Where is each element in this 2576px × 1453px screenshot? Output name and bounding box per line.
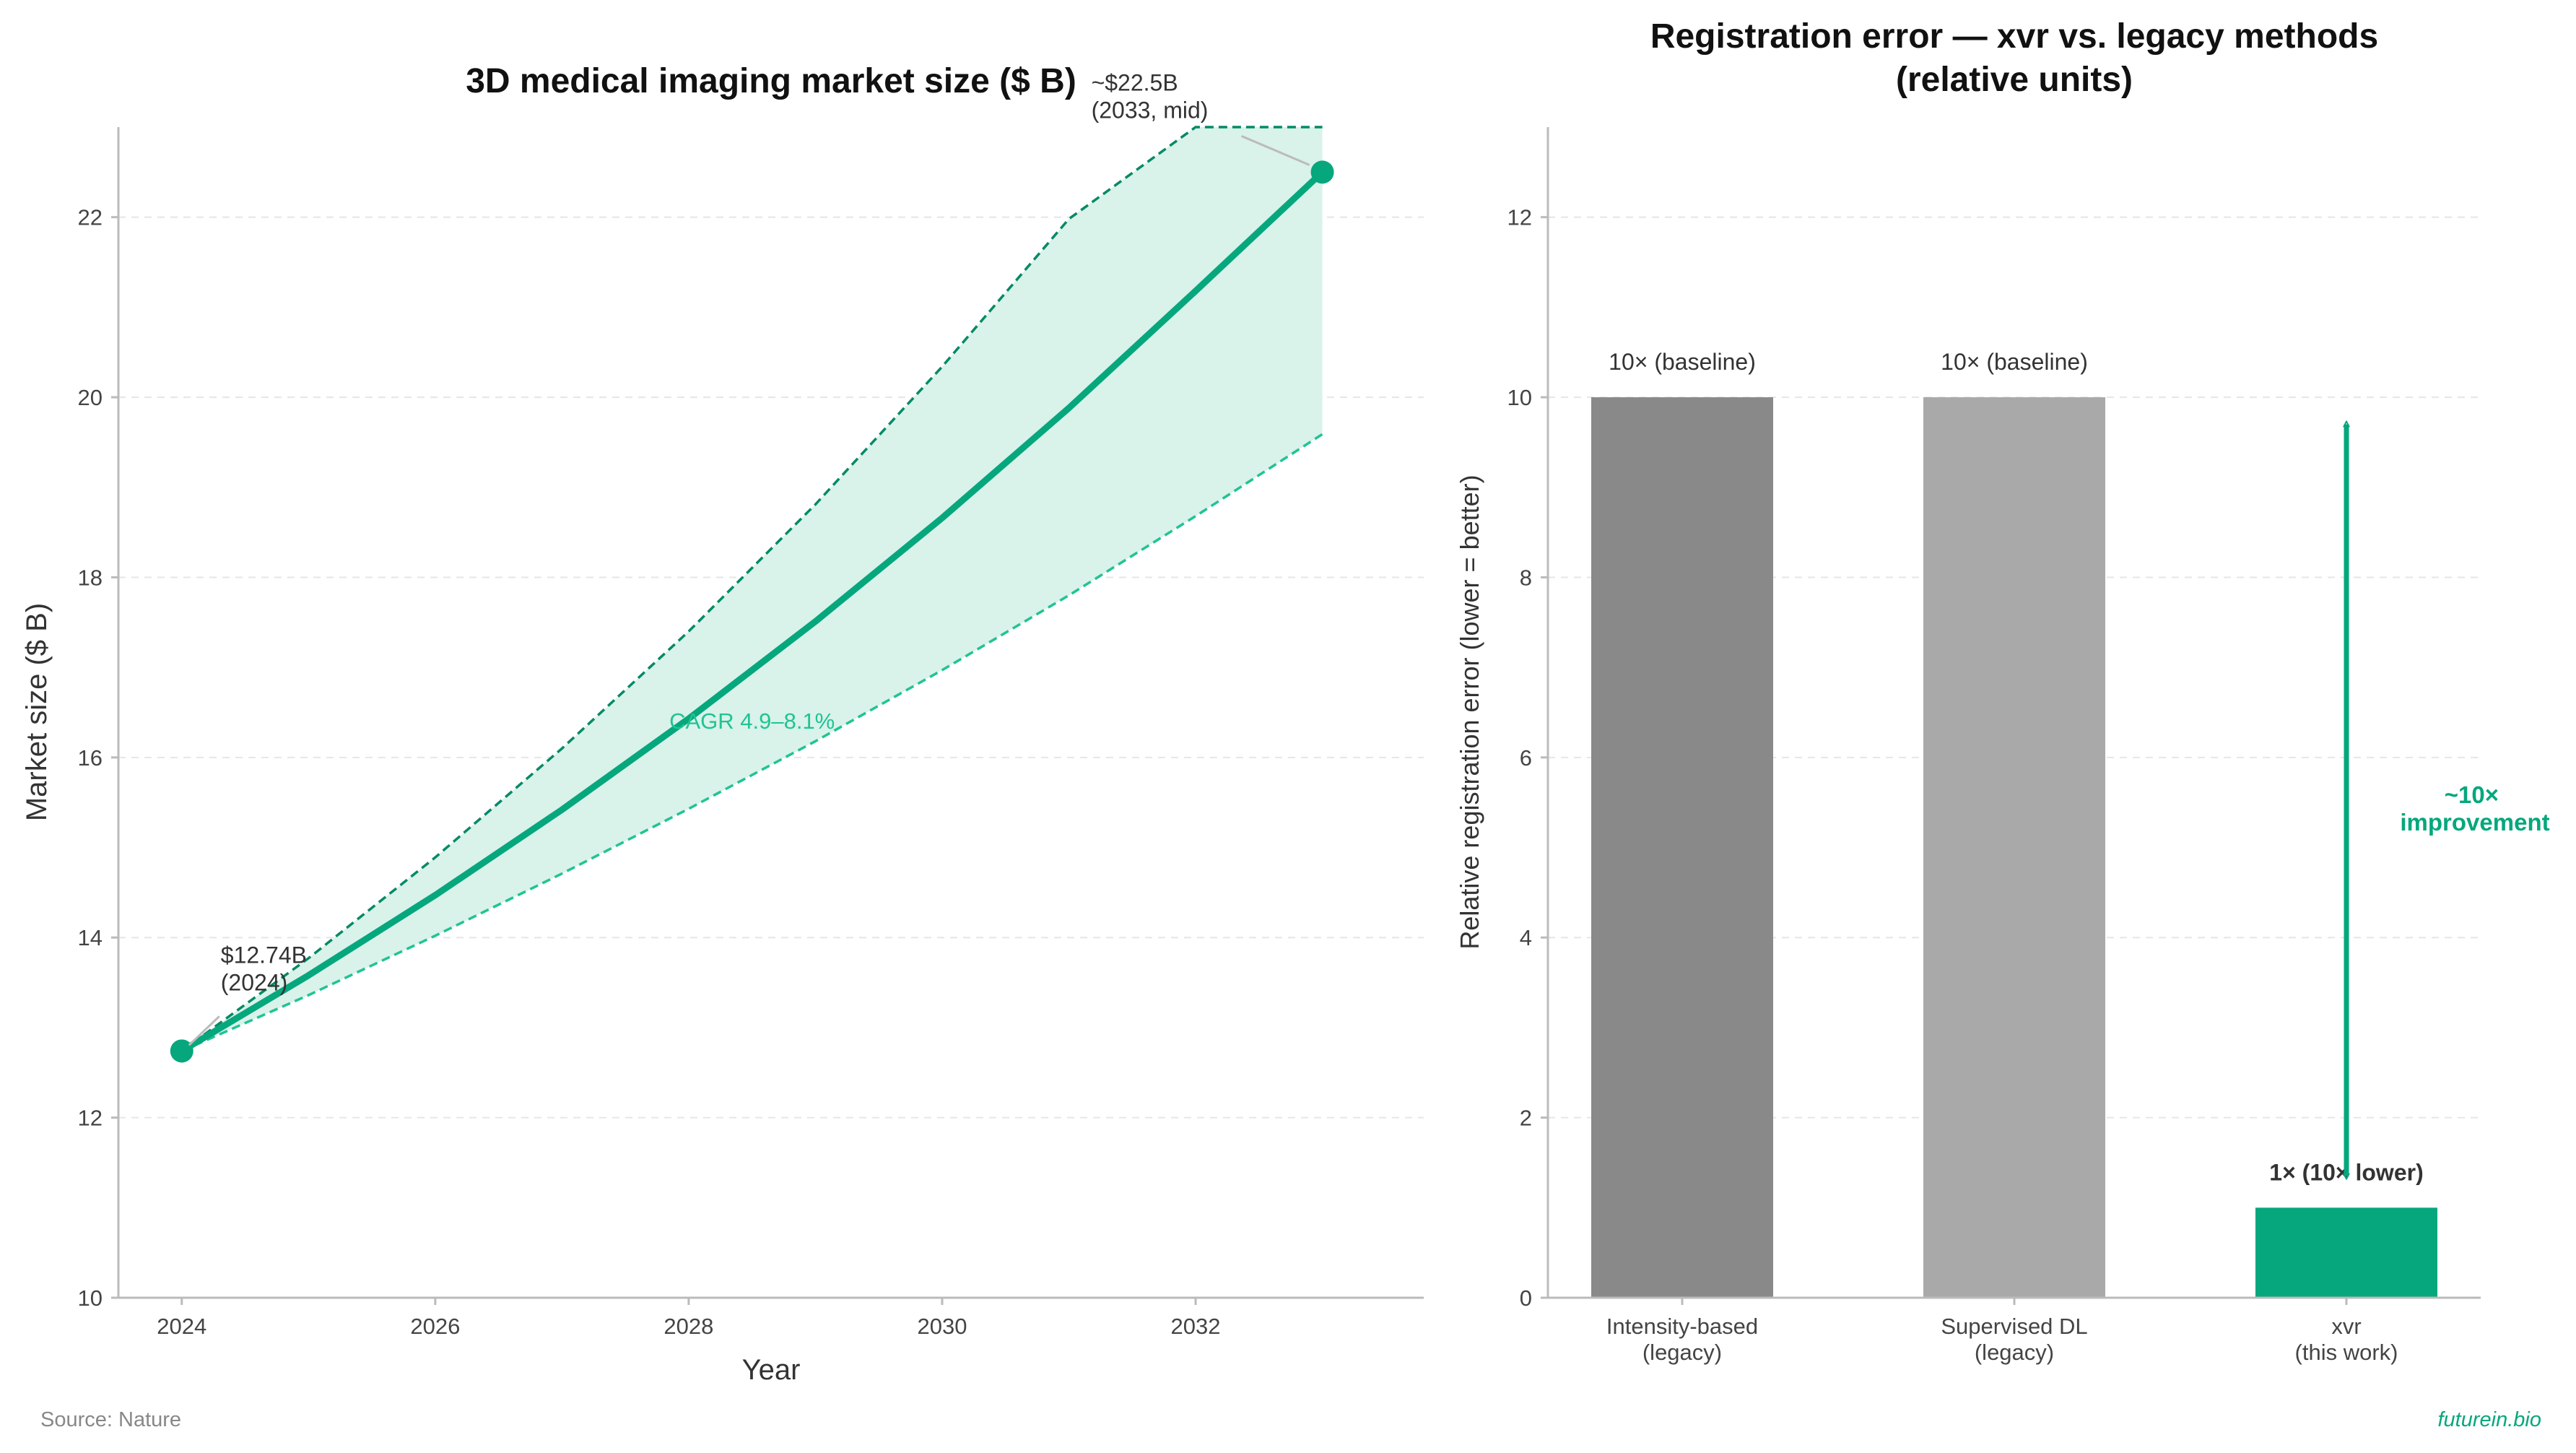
error-category-sublabel: (legacy) <box>1975 1340 2054 1365</box>
market-x-axis-label: Year <box>742 1354 801 1386</box>
market-start-point <box>170 1039 193 1063</box>
market-lower-line <box>181 433 1323 1052</box>
start-annotation-line1: $12.74B <box>221 942 307 968</box>
error-category-label: Supervised DL <box>1941 1314 2087 1339</box>
end-annotation-line2: (2033, mid) <box>1092 97 1209 123</box>
error-bars: 10× (baseline) 10× (baseline)1× (10× lowe… <box>1591 349 2437 1298</box>
start-annotation-leader <box>188 1015 220 1046</box>
market-upper-line <box>180 126 1323 1052</box>
error-ticks: 024681012Intensity-based(legacy)Supervis… <box>1507 205 2398 1365</box>
error-y-axis-label: Relative registration error (lower = bet… <box>1455 474 1484 949</box>
end-value-annotation: ~$22.5B (2033, mid) <box>1092 69 1209 123</box>
market-x-tick-label: 2026 <box>410 1314 460 1339</box>
market-x-tick-label: 2030 <box>917 1314 967 1339</box>
market-cagr-band <box>181 127 1323 1051</box>
market-y-tick-label: 20 <box>78 385 103 410</box>
market-size-chart: 3D medical imaging market size ($ B) $12… <box>21 62 1424 1386</box>
error-bar <box>1591 397 1773 1298</box>
error-y-tick-label: 0 <box>1520 1285 1532 1311</box>
brand-watermark: futurein.bio <box>2438 1408 2542 1431</box>
improvement-label-line2: improvement <box>2400 809 2549 836</box>
market-axes <box>117 127 1424 1299</box>
error-y-tick-label: 8 <box>1520 565 1532 590</box>
end-annotation-line1: ~$22.5B <box>1092 69 1178 95</box>
error-y-tick-label: 2 <box>1520 1106 1532 1131</box>
error-chart-title-line2: (relative units) <box>1896 61 2133 99</box>
market-y-tick-label: 12 <box>78 1106 103 1131</box>
improvement-label: ~10× improvement <box>2400 781 2549 836</box>
error-category-sublabel: (this work) <box>2295 1340 2398 1365</box>
market-x-tick-label: 2024 <box>157 1314 206 1339</box>
start-value-annotation: $12.74B (2024) <box>221 942 313 995</box>
error-bar <box>2255 1207 2437 1298</box>
market-annotations: $12.74B (2024) ~$22.5B (2033, mid) CAGR … <box>188 69 1310 1046</box>
error-y-tick-label: 6 <box>1520 745 1532 771</box>
cagr-annotation: CAGR 4.9–8.1% <box>669 708 835 734</box>
market-lines <box>170 126 1334 1063</box>
market-y-axis-label: Market size ($ B) <box>21 603 53 821</box>
end-annotation-leader <box>1240 134 1310 166</box>
error-y-tick-label: 4 <box>1520 925 1532 950</box>
start-annotation-line2: (2024) <box>221 969 288 995</box>
market-y-tick-label: 10 <box>78 1285 103 1311</box>
market-y-tick-label: 18 <box>78 565 103 590</box>
error-bar <box>1923 397 2105 1298</box>
error-y-tick-label: 12 <box>1507 205 1532 230</box>
error-bar-value-label: 10× (baseline) <box>1941 349 2088 375</box>
market-y-tick-label: 16 <box>78 745 103 771</box>
market-range-band <box>181 127 1323 1051</box>
source-note: Source: Nature <box>40 1408 181 1431</box>
error-chart-title-line1: Registration error — xvr vs. legacy meth… <box>1650 17 2378 56</box>
market-y-tick-label: 22 <box>78 205 103 230</box>
market-x-tick-label: 2032 <box>1171 1314 1221 1339</box>
improvement-label-line1: ~10× <box>2445 781 2499 808</box>
error-category-label: Intensity-based <box>1606 1314 1758 1339</box>
market-x-tick-label: 2028 <box>663 1314 713 1339</box>
market-end-point <box>1310 160 1334 184</box>
registration-error-chart: Registration error — xvr vs. legacy meth… <box>1455 17 2550 1365</box>
error-category-sublabel: (legacy) <box>1642 1340 1722 1365</box>
error-y-tick-label: 10 <box>1507 385 1532 410</box>
market-mid-line <box>180 170 1325 1054</box>
market-y-tick-label: 14 <box>78 925 103 950</box>
market-chart-title: 3D medical imaging market size ($ B) <box>466 62 1076 100</box>
error-category-label: xvr <box>2331 1314 2361 1339</box>
error-bar-value-label: 10× (baseline) <box>1609 349 1756 375</box>
